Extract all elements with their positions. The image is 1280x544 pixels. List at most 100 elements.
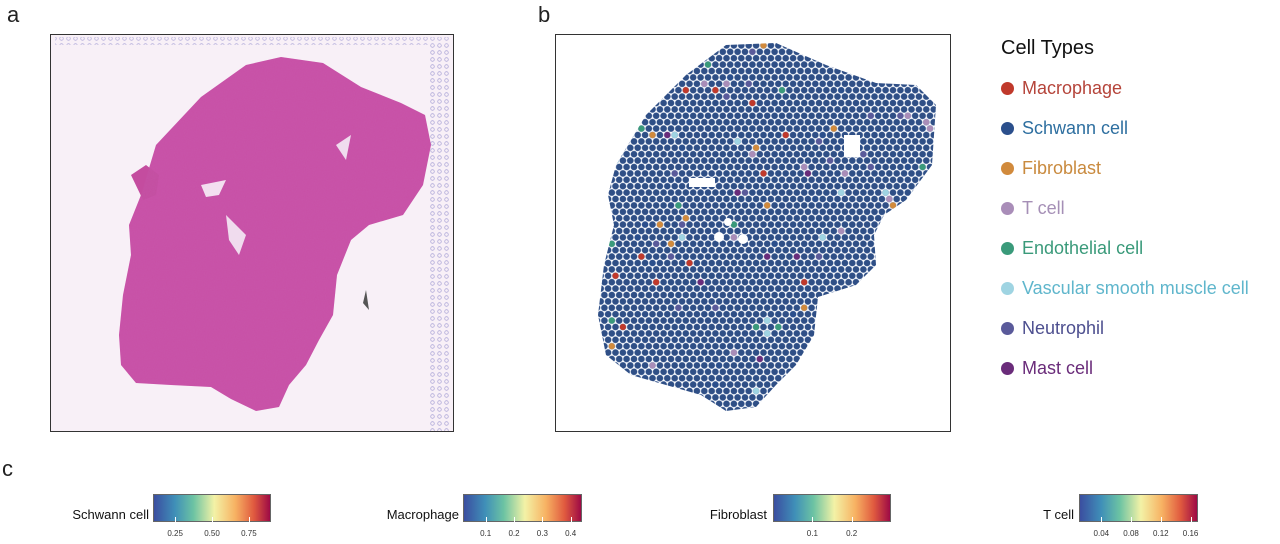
spot	[885, 400, 893, 408]
spot	[893, 208, 901, 216]
spot	[630, 214, 638, 222]
spot	[926, 265, 934, 273]
spot	[815, 291, 823, 299]
spot	[763, 265, 771, 273]
spot	[826, 169, 834, 177]
spot	[845, 342, 853, 350]
spot	[837, 368, 845, 376]
spot	[623, 368, 631, 376]
spot	[575, 93, 582, 100]
spot	[660, 214, 668, 222]
spot	[689, 61, 697, 69]
spot	[797, 80, 804, 88]
spot	[612, 259, 619, 267]
spot	[745, 43, 753, 49]
spot	[782, 131, 790, 139]
spot	[671, 310, 679, 318]
spot	[653, 420, 660, 427]
spot	[734, 201, 742, 209]
spot	[882, 406, 890, 411]
spot	[590, 362, 597, 369]
spot	[575, 68, 582, 75]
spot	[612, 80, 619, 88]
spot	[656, 105, 664, 113]
spot	[919, 329, 927, 337]
spot	[815, 227, 823, 235]
spot	[660, 112, 668, 120]
spot	[926, 86, 934, 94]
colorbar-tick-label: 0.75	[241, 529, 257, 538]
spot	[726, 189, 734, 197]
spot	[663, 182, 671, 190]
spot	[926, 342, 934, 350]
spot	[837, 304, 845, 312]
spot	[889, 176, 897, 184]
spot	[852, 304, 860, 312]
spot	[930, 144, 936, 152]
spot	[604, 169, 612, 177]
spot	[615, 329, 623, 337]
spot	[808, 393, 816, 401]
spot	[583, 298, 590, 305]
spot	[834, 195, 841, 203]
colorbar-tick-label: 0.2	[846, 529, 858, 538]
spot	[734, 150, 742, 158]
spot	[708, 43, 716, 49]
spot	[882, 265, 890, 273]
spot	[893, 54, 901, 62]
spot	[600, 73, 608, 81]
spot	[623, 406, 631, 411]
spot	[782, 157, 790, 165]
spot	[689, 278, 697, 286]
spot	[782, 374, 790, 382]
spot	[841, 297, 849, 305]
spot	[619, 169, 627, 177]
spot	[741, 227, 749, 235]
spot	[878, 285, 886, 293]
spot	[719, 125, 727, 133]
spot	[893, 105, 901, 113]
spot	[637, 240, 645, 248]
spot	[634, 297, 642, 305]
spot	[741, 304, 749, 312]
spot	[663, 105, 671, 113]
spot	[811, 361, 819, 369]
spot	[911, 381, 919, 389]
spot	[904, 61, 912, 69]
spot	[885, 118, 893, 126]
spot	[572, 241, 579, 248]
spot	[763, 355, 771, 363]
spot	[609, 36, 616, 43]
spot	[900, 285, 908, 293]
spot	[674, 112, 682, 120]
spot	[637, 73, 645, 81]
spot	[586, 381, 593, 388]
spot	[838, 420, 845, 427]
spot	[919, 125, 927, 133]
spot	[845, 163, 853, 171]
spot	[822, 329, 830, 337]
spot	[756, 176, 764, 184]
spot	[557, 189, 564, 196]
spot	[708, 374, 716, 382]
spot	[586, 74, 593, 81]
spot	[560, 132, 567, 139]
spot	[626, 43, 634, 49]
spot	[779, 420, 786, 427]
spot	[649, 400, 656, 408]
spot	[590, 93, 597, 100]
spot	[612, 118, 619, 126]
spot	[915, 323, 923, 331]
spot	[612, 144, 619, 152]
spot	[893, 221, 901, 229]
spot	[908, 131, 915, 139]
spot	[915, 131, 923, 139]
spot	[637, 201, 645, 209]
spot	[774, 259, 782, 267]
spot	[911, 137, 919, 145]
spot	[760, 413, 767, 420]
spot	[896, 99, 904, 107]
spot	[586, 228, 593, 235]
spot	[630, 61, 638, 69]
spot	[867, 214, 875, 222]
